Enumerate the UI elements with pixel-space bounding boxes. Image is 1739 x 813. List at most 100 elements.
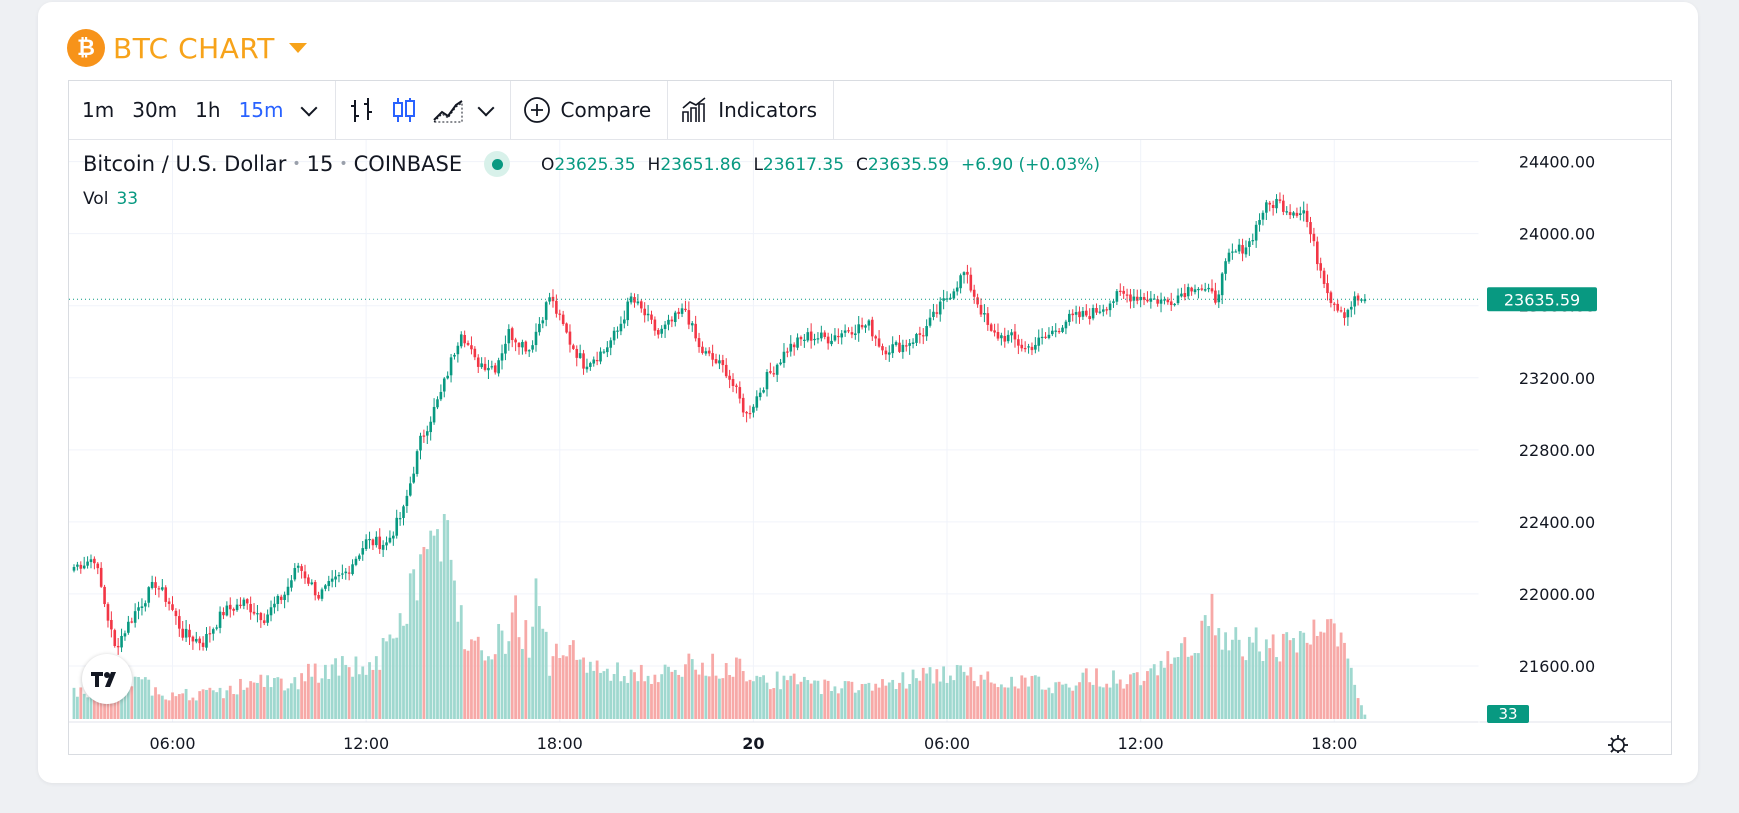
candle-body <box>653 319 657 331</box>
timeframe-30m[interactable]: 30m <box>132 98 178 122</box>
candle-body <box>1343 312 1346 318</box>
volume-bar <box>748 679 752 719</box>
volume-bar <box>602 671 606 719</box>
candle-body <box>459 334 463 347</box>
candle-body <box>208 633 212 635</box>
candle-body <box>470 345 473 350</box>
settings-gear-icon[interactable] <box>1608 735 1628 753</box>
market-status-dot[interactable] <box>484 151 511 177</box>
candle-body <box>1054 330 1058 332</box>
caret-down-icon[interactable] <box>288 43 307 53</box>
chevron-down-icon[interactable] <box>477 99 494 117</box>
volume-bar <box>816 680 820 719</box>
candle-body <box>1017 339 1020 346</box>
volume-bar <box>1054 682 1058 719</box>
volume-bar <box>718 678 721 719</box>
volume-bar <box>918 680 922 719</box>
volume-bar <box>673 669 677 719</box>
symbol-exchange[interactable]: COINBASE <box>353 152 463 176</box>
candle-body <box>854 333 857 336</box>
candle-body <box>174 610 178 617</box>
timeframe-15m[interactable]: 15m <box>238 98 284 122</box>
volume-bar <box>1329 618 1333 719</box>
volume-bar <box>605 668 609 719</box>
candle-chart-style-icon[interactable] <box>390 96 418 124</box>
candle-body <box>820 332 823 339</box>
volume-bar <box>707 676 711 719</box>
chart-area[interactable]: 24400.0024000.0023600.0023200.0022800.00… <box>69 140 1671 753</box>
candle-body <box>636 301 640 304</box>
y-tick-label: 22000.00 <box>1519 585 1595 604</box>
tradingview-logo[interactable] <box>82 654 132 704</box>
volume-bar <box>1220 649 1224 719</box>
timeframe-1h[interactable]: 1h <box>195 98 221 122</box>
volume-bar <box>1122 688 1126 719</box>
volume-bar <box>1281 633 1285 719</box>
volume-bar <box>904 688 908 719</box>
area-chart-style-icon[interactable] <box>432 96 464 124</box>
volume-bar <box>1346 658 1350 719</box>
low-value: 23617.35 <box>762 155 845 175</box>
volume-bar <box>833 686 837 719</box>
volume-bar <box>1264 639 1268 719</box>
volume-bar <box>629 669 633 719</box>
candle-body <box>368 538 371 541</box>
candle-body <box>283 594 286 600</box>
candle-body <box>555 300 558 314</box>
volume-bar <box>745 681 749 719</box>
volume-bar <box>996 687 1000 719</box>
volume-bar <box>1135 672 1139 719</box>
volume-bar <box>500 630 504 719</box>
volume-bar <box>966 675 969 719</box>
candle-body <box>830 340 833 345</box>
candle-body <box>1013 331 1017 340</box>
candle-body <box>1248 241 1251 247</box>
candle-body <box>1200 288 1204 290</box>
candle-body <box>82 565 86 569</box>
candle-body <box>731 378 735 386</box>
candle-body <box>986 313 990 325</box>
volume-bar <box>1285 632 1289 719</box>
volume-bar <box>300 673 303 719</box>
volume-bar <box>1166 651 1170 719</box>
volume-bar <box>962 671 966 719</box>
candle-body <box>1152 298 1156 300</box>
candle-body <box>1098 311 1102 313</box>
symbol-interval[interactable]: 15 <box>306 152 334 176</box>
bar-chart-style-icon[interactable] <box>348 96 376 124</box>
chart-title[interactable]: BTC CHART <box>113 31 275 65</box>
volume-bar <box>636 681 640 719</box>
volume-bar <box>813 680 816 719</box>
volume-bar <box>364 674 368 719</box>
candle-body <box>72 567 76 571</box>
y-tick-label: 24000.00 <box>1519 225 1595 244</box>
volume-bar <box>313 663 317 719</box>
candle-body <box>330 578 334 582</box>
candle-body <box>1125 294 1129 296</box>
last-volume-label: 33 <box>1498 705 1517 723</box>
candle-body <box>392 535 395 539</box>
volume-bar <box>1132 672 1136 719</box>
open-value: 23625.35 <box>554 155 636 175</box>
timeframe-1m[interactable]: 1m <box>82 98 115 122</box>
candle-body <box>201 642 205 647</box>
volume-bar <box>1057 681 1061 719</box>
candle-body <box>1363 299 1367 302</box>
volume-bar <box>1190 655 1194 719</box>
symbol-name[interactable]: Bitcoin / U.S. Dollar <box>83 152 287 176</box>
volume-bar <box>972 680 976 719</box>
volume-bar <box>575 659 579 719</box>
volume-bar <box>262 686 266 719</box>
candle-body <box>575 348 579 358</box>
chevron-down-icon[interactable] <box>300 99 317 117</box>
volume-bar <box>449 559 453 719</box>
volume-bar <box>388 634 392 719</box>
candle-body <box>514 339 517 343</box>
candle-body <box>188 629 191 638</box>
indicators-button[interactable]: Indicators <box>668 81 835 139</box>
compare-button[interactable]: Compare <box>511 81 669 139</box>
candle-body <box>398 518 402 520</box>
candle-body <box>826 336 830 344</box>
candle-body <box>714 359 718 364</box>
volume-bar <box>901 672 905 719</box>
